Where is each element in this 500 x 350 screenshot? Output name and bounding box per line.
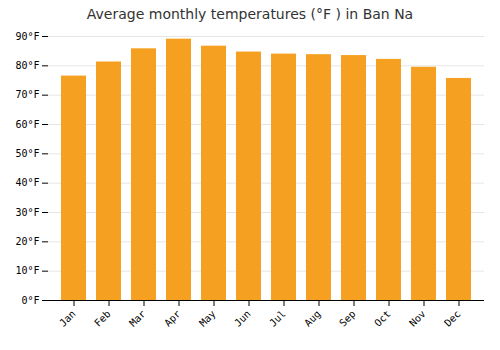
svg-text:Dec: Dec	[442, 308, 463, 329]
svg-text:30°F: 30°F	[15, 207, 39, 218]
svg-text:Aug: Aug	[302, 308, 323, 329]
svg-text:Oct: Oct	[372, 308, 393, 329]
svg-text:Jul: Jul	[267, 308, 288, 329]
svg-text:50°F: 50°F	[15, 148, 39, 159]
svg-text:0°F: 0°F	[21, 295, 39, 306]
svg-text:60°F: 60°F	[15, 119, 39, 130]
svg-text:Jan: Jan	[57, 308, 78, 329]
svg-text:90°F: 90°F	[15, 31, 39, 42]
svg-text:70°F: 70°F	[15, 89, 39, 100]
svg-text:10°F: 10°F	[15, 265, 39, 276]
svg-text:May: May	[197, 308, 218, 329]
svg-text:Sep: Sep	[337, 308, 358, 329]
svg-text:Apr: Apr	[162, 308, 183, 329]
svg-text:40°F: 40°F	[15, 177, 39, 188]
html-text:Average monthly temperatures (: Average monthly temperatures (°F ) in Ba…	[86, 6, 414, 22]
svg-text:80°F: 80°F	[15, 60, 39, 71]
svg-text:20°F: 20°F	[15, 236, 39, 247]
svg-text:Mar: Mar	[127, 308, 148, 329]
svg-text:Feb: Feb	[92, 308, 113, 329]
svg-text:Nov: Nov	[407, 308, 428, 329]
svg-text:Jun: Jun	[232, 308, 253, 329]
